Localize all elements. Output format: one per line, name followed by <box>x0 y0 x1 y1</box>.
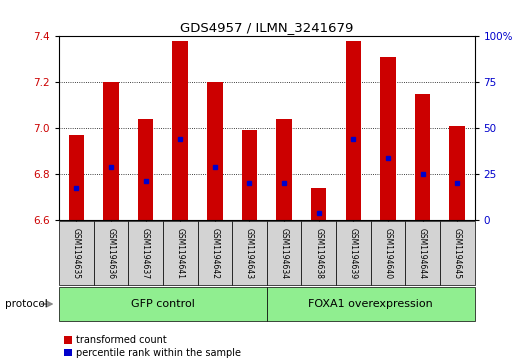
Bar <box>370 221 405 285</box>
Legend: transformed count, percentile rank within the sample: transformed count, percentile rank withi… <box>64 335 241 358</box>
Bar <box>103 82 119 220</box>
Bar <box>59 287 267 321</box>
Text: GSM1194639: GSM1194639 <box>349 228 358 279</box>
Text: protocol: protocol <box>5 299 48 309</box>
Bar <box>277 119 292 220</box>
Bar <box>207 82 223 220</box>
Bar <box>301 221 336 285</box>
Text: GSM1194644: GSM1194644 <box>418 228 427 279</box>
Bar <box>242 130 257 220</box>
Text: GFP control: GFP control <box>131 299 195 309</box>
Bar <box>93 221 128 285</box>
Text: GSM1194638: GSM1194638 <box>314 228 323 279</box>
Bar <box>336 221 370 285</box>
Bar <box>172 41 188 220</box>
Bar <box>267 221 301 285</box>
Bar <box>69 135 84 220</box>
Text: GSM1194637: GSM1194637 <box>141 228 150 279</box>
Bar <box>440 221 475 285</box>
Bar <box>232 221 267 285</box>
Text: FOXA1 overexpression: FOXA1 overexpression <box>308 299 433 309</box>
Text: GSM1194642: GSM1194642 <box>210 228 220 279</box>
Bar <box>59 221 93 285</box>
Bar <box>311 188 326 220</box>
Bar <box>405 221 440 285</box>
Bar <box>198 221 232 285</box>
Bar <box>267 287 475 321</box>
Bar <box>380 57 396 220</box>
Text: GSM1194635: GSM1194635 <box>72 228 81 279</box>
Text: GSM1194636: GSM1194636 <box>106 228 115 279</box>
Bar <box>163 221 198 285</box>
Text: GSM1194643: GSM1194643 <box>245 228 254 279</box>
Text: GSM1194641: GSM1194641 <box>175 228 185 279</box>
Bar <box>449 126 465 220</box>
Text: GSM1194640: GSM1194640 <box>383 228 392 279</box>
Title: GDS4957 / ILMN_3241679: GDS4957 / ILMN_3241679 <box>180 21 353 34</box>
Text: GSM1194634: GSM1194634 <box>280 228 289 279</box>
Text: GSM1194645: GSM1194645 <box>452 228 462 279</box>
Bar <box>128 221 163 285</box>
Bar <box>138 119 153 220</box>
Bar <box>346 41 361 220</box>
Bar <box>415 94 430 220</box>
